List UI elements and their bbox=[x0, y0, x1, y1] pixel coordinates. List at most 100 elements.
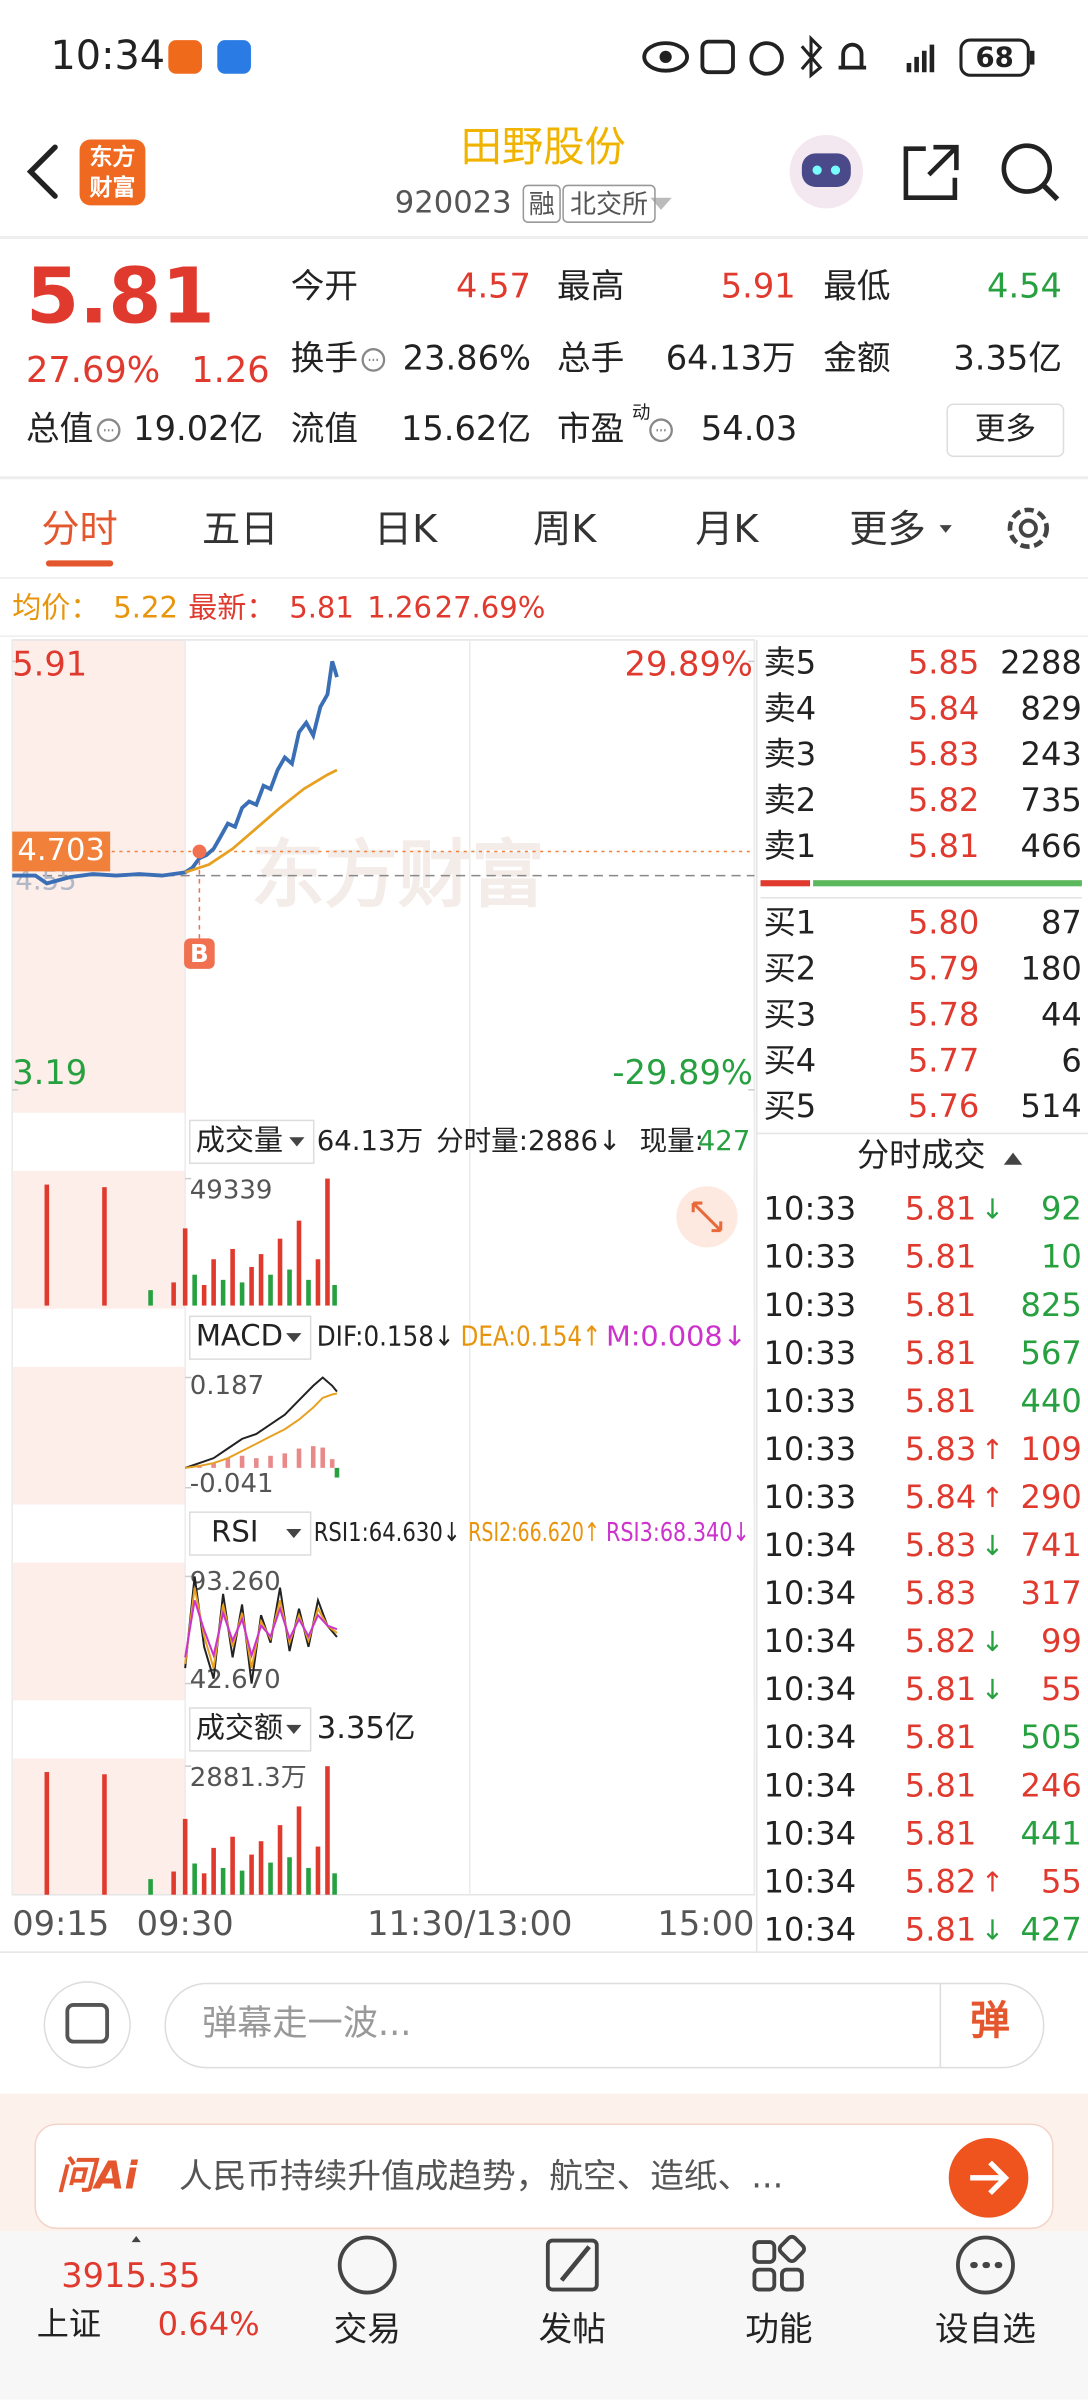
trade-volume: 92 bbox=[1041, 1190, 1082, 1228]
macd-bar bbox=[282, 1453, 288, 1468]
bar bbox=[201, 1873, 207, 1895]
trade-price: 5.84 bbox=[905, 1478, 977, 1516]
settings-button bbox=[1018, 518, 1038, 538]
nav-icon bbox=[337, 2235, 397, 2295]
stat-value: 4.57 bbox=[456, 266, 531, 305]
book-volume: 514 bbox=[1021, 1087, 1082, 1125]
bar bbox=[201, 1284, 207, 1306]
bar bbox=[148, 1879, 153, 1895]
back-button[interactable] bbox=[26, 144, 58, 199]
ai-input[interactable] bbox=[34, 2123, 1054, 2230]
panel-header bbox=[12, 1504, 755, 1563]
trade-price: 5.81 bbox=[905, 1766, 977, 1804]
bar bbox=[258, 1841, 264, 1895]
panel-header bbox=[12, 1700, 755, 1759]
comment-input[interactable] bbox=[164, 1982, 1045, 2069]
y2-tick-label: -29.89% bbox=[612, 1053, 752, 1092]
y-tick-label: 2881.3万 bbox=[190, 1763, 307, 1793]
book-label: 卖2 bbox=[764, 781, 817, 819]
book-label: 卖3 bbox=[764, 735, 817, 773]
trade-arrow: ↑ bbox=[981, 1434, 1004, 1466]
macd-bar bbox=[268, 1455, 273, 1468]
book-label: 卖5 bbox=[764, 643, 817, 681]
info-icon[interactable] bbox=[649, 418, 673, 443]
bar bbox=[315, 1259, 321, 1306]
nav-icon bbox=[559, 2245, 591, 2282]
assistant-avatar bbox=[812, 165, 822, 175]
ai-prompt[interactable]: 人民币持续升值成趋势，航空、造纸、... bbox=[179, 2156, 783, 2195]
nav-item[interactable]: 交易 bbox=[334, 2309, 401, 2348]
stat-value: 15.62亿 bbox=[401, 409, 531, 448]
trade-price: 5.82 bbox=[905, 1862, 977, 1900]
danmaku-button[interactable]: 弹 bbox=[970, 1998, 1010, 2044]
tab[interactable]: 月K bbox=[695, 507, 759, 552]
dropdown-arrow bbox=[939, 525, 952, 533]
buy-ratio bbox=[760, 880, 811, 887]
macd-m: M:0.008↓ bbox=[606, 1321, 747, 1353]
stat-label: 最低 bbox=[823, 266, 890, 305]
divider bbox=[760, 897, 1082, 899]
bar bbox=[239, 1282, 245, 1306]
trade-time: 10:33 bbox=[764, 1238, 857, 1276]
book-price: 5.83 bbox=[908, 735, 980, 773]
settings-button[interactable] bbox=[1007, 507, 1049, 549]
series-line bbox=[185, 1392, 338, 1469]
trade-volume: 246 bbox=[1021, 1766, 1082, 1804]
tab[interactable]: 分时 bbox=[41, 507, 118, 552]
search-button[interactable] bbox=[1001, 143, 1053, 194]
bar bbox=[220, 1279, 226, 1306]
nav-item[interactable]: 发帖 bbox=[539, 2309, 606, 2348]
nav-arrow bbox=[131, 2235, 141, 2243]
stat-label: 总手 bbox=[557, 338, 624, 377]
trade-volume: 317 bbox=[1021, 1574, 1082, 1612]
more-button[interactable] bbox=[946, 403, 1065, 458]
book-price: 5.80 bbox=[908, 904, 980, 942]
stat-value: 54.03 bbox=[701, 409, 797, 448]
y-tick-label: 3.19 bbox=[12, 1053, 87, 1092]
tab[interactable]: 五日 bbox=[202, 507, 279, 552]
more-label[interactable]: 更多 bbox=[975, 412, 1036, 447]
tab[interactable]: 日K bbox=[374, 507, 438, 552]
trade-arrow: ↓ bbox=[981, 1914, 1004, 1946]
macd-bar bbox=[211, 1463, 216, 1468]
trade-time: 10:33 bbox=[764, 1190, 857, 1228]
comment-placeholder[interactable]: 弹幕走一波... bbox=[202, 2003, 412, 2044]
trade-arrow: ↓ bbox=[981, 1194, 1004, 1226]
current-volume: 427 bbox=[698, 1125, 751, 1157]
stat-value: 23.86% bbox=[403, 338, 531, 377]
trade-time: 10:33 bbox=[764, 1430, 857, 1468]
stat-label: 金额 bbox=[823, 338, 890, 377]
trade-volume: 741 bbox=[1021, 1526, 1082, 1564]
nav-item[interactable]: 功能 bbox=[745, 2309, 812, 2348]
danmaku-settings[interactable] bbox=[43, 1981, 131, 2069]
logo bbox=[79, 139, 146, 206]
assistant-avatar bbox=[801, 153, 851, 187]
trade-volume: 55 bbox=[1041, 1670, 1082, 1708]
share-button[interactable] bbox=[903, 144, 959, 200]
book-label: 买2 bbox=[764, 949, 817, 987]
bar bbox=[296, 1220, 302, 1306]
trade-price: 5.81 bbox=[905, 1670, 977, 1708]
assistant-avatar bbox=[830, 165, 841, 175]
trade-volume: 825 bbox=[1021, 1286, 1082, 1324]
trade-price: 5.82 bbox=[905, 1622, 977, 1660]
expand-button bbox=[691, 1201, 723, 1233]
stat-value: 19.02亿 bbox=[133, 409, 263, 448]
change-value: 1.26 bbox=[367, 590, 432, 624]
info-icon[interactable] bbox=[96, 418, 121, 443]
volume-total: 64.13万 bbox=[317, 1125, 423, 1157]
macd-bar bbox=[334, 1467, 340, 1478]
nav-item[interactable]: 设自选 bbox=[935, 2309, 1036, 2348]
info-icon[interactable] bbox=[361, 348, 386, 372]
nav-icon bbox=[752, 2267, 777, 2292]
trades-title[interactable]: 分时成交 bbox=[857, 1136, 986, 1174]
bar bbox=[192, 1863, 197, 1895]
book-volume: 87 bbox=[1041, 904, 1082, 942]
marker-label: B bbox=[190, 939, 209, 968]
stat-label: 今开 bbox=[291, 266, 358, 305]
tag-label: 北交所 bbox=[570, 190, 648, 220]
tab[interactable]: 周K bbox=[533, 507, 597, 552]
book-volume: 829 bbox=[1021, 689, 1082, 727]
tab[interactable]: 更多 bbox=[849, 507, 926, 552]
